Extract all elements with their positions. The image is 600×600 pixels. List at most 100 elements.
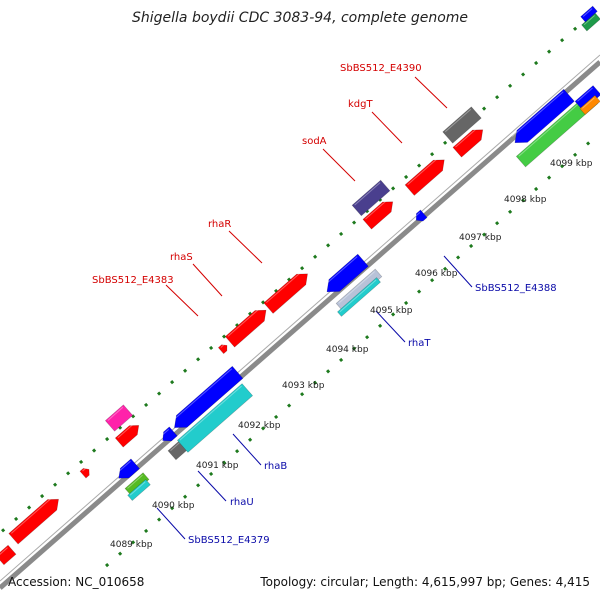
guide-dot [105,563,110,568]
guide-dot [1,528,6,533]
guide-dot [391,186,396,191]
accession-text: Accession: NC_010658 [8,575,144,589]
guide-dot [586,141,591,146]
gene-feature-forward [452,126,484,158]
guide-dot [430,278,435,283]
guide-dot [495,221,500,226]
reverse-leader-line [375,310,406,343]
reverse-gene-label[interactable]: SbBS512_E4379 [188,535,270,546]
guide-dot [222,460,227,465]
gene-feature-green [124,472,150,496]
guide-dot [209,471,214,477]
forward-leader-line [371,111,403,144]
guide-dot [261,426,266,431]
guide-dot [417,289,422,294]
guide-dot [313,380,318,385]
kbp-tick-labels: 4089 kbp 4090 kbp 4091 kbp 4092 kbp 4093 kbp… [110,159,593,550]
kbp-tick-label: 4099 kbp [550,159,593,169]
reverse-gene-label[interactable]: rhaB [264,461,287,472]
guide-dot [92,448,97,453]
guide-dot [131,540,136,545]
guide-dot [118,425,123,430]
guide-dot [144,402,149,408]
label-leader-lines [156,76,473,540]
guide-dot [508,209,513,214]
guide-dot [495,95,500,100]
guide-dot [521,72,526,77]
guide-dot [339,231,344,237]
kbp-tick-label: 4091 kbp [196,461,239,471]
guide-dot [118,551,123,556]
guide-dot [248,311,253,316]
gene-feature-forward [8,496,59,545]
guide-dot [27,505,32,510]
kbp-tick-label: 4093 kbp [282,381,325,391]
guide-dot [287,403,292,408]
gene-feature-forward [362,198,394,230]
guide-dot [170,506,175,511]
guide-dot [430,152,435,157]
guide-dot [378,197,383,202]
guide-dot [417,163,422,168]
gene-feature-blue [580,5,598,23]
guide-dot [157,517,162,522]
reverse-gene-label[interactable]: rhaU [230,497,254,508]
guide-dot [274,288,279,294]
forward-gene-label[interactable]: rhaS [170,252,193,263]
guide-dot [300,392,305,397]
guide-dot [443,266,448,271]
gene-feature-forward [217,344,228,355]
kbp-tick-label: 4094 kbp [326,345,369,355]
gene-feature-reverse [171,365,244,428]
forward-gene-label[interactable]: sodA [302,136,327,147]
gene-feature-reverse [116,458,140,479]
forward-gene-label[interactable]: rhaR [208,219,231,230]
reverse-leader-line [232,433,262,466]
forward-gene-label[interactable]: SbBS512_E4390 [340,63,422,74]
gene-feature-pink [104,404,134,432]
gene-feature-cyan [127,479,151,501]
guide-dot [248,437,253,442]
guide-dot [469,243,474,249]
guide-dot [40,494,45,499]
guide-dot [222,334,227,339]
guide-dot [404,174,409,180]
guide-dot [131,414,136,419]
guide-dot [352,346,357,351]
guide-dot [287,277,292,282]
gene-feature-cyan [176,383,254,453]
guide-dot [300,266,305,271]
guide-dot [573,26,578,31]
kbp-tick-label: 4095 kbp [370,306,413,316]
forward-gene-label[interactable]: SbBS512_E4383 [92,275,174,286]
guide-dot [235,323,240,328]
guide-dot [209,345,214,351]
guide-dot [326,243,331,248]
gene-feature-forward [224,306,267,348]
reverse-gene-label[interactable]: rhaT [408,338,431,349]
guide-dot [274,414,279,420]
gene-feature-forward [263,270,308,314]
guide-dot [53,482,58,487]
guide-dot [521,198,526,203]
reverse-gene-label[interactable]: SbBS512_E4388 [475,283,557,294]
guide-dot [547,175,552,180]
guide-dot [482,106,487,111]
guide-dot [560,164,565,169]
reverse-leader-line [197,470,227,502]
guide-dot [79,459,84,464]
forward-gene-label[interactable]: kdgT [348,99,373,110]
guide-dot [560,38,565,43]
guide-dot [352,220,357,225]
guide-dot [183,494,188,499]
guide-dot [313,254,318,259]
map-title: Shigella boydii CDC 3083-94, complete ge… [132,10,468,26]
guide-dot [105,437,110,442]
kbp-tick-label: 4090 kbp [152,501,195,511]
gene-feature-reverse [160,426,178,442]
gene-feature-forward [114,422,140,448]
guide-dot [144,528,149,534]
kbp-tick-label: 4092 kbp [238,421,281,431]
genome-backbone [0,54,600,590]
